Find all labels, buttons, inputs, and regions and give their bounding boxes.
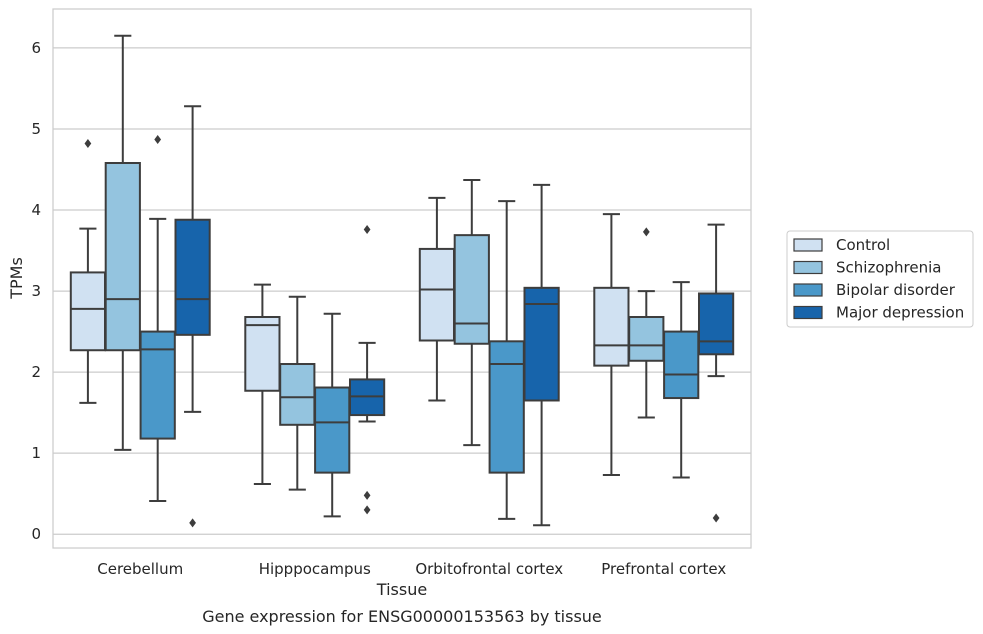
series-schizophrenia [104, 34, 665, 491]
plot-background [53, 9, 751, 548]
legend-label: Bipolar disorder [836, 281, 956, 299]
chart-caption: Gene expression for ENSG00000153563 by t… [202, 607, 602, 626]
y-tick-labels: 0 1 2 3 4 5 6 [31, 39, 41, 543]
box [244, 283, 281, 485]
outlier-point [154, 134, 162, 144]
box [488, 200, 525, 520]
plot-frame [52, 8, 752, 549]
box [69, 139, 107, 404]
legend-swatch [793, 238, 823, 252]
box-body [663, 330, 700, 400]
box [593, 213, 630, 477]
box [139, 134, 176, 502]
legend-label: Control [836, 236, 890, 254]
box-body [453, 234, 490, 345]
box [628, 227, 665, 419]
y-tick-label: 1 [31, 444, 41, 462]
box [663, 281, 700, 479]
box-body [593, 286, 630, 367]
box [314, 312, 351, 518]
legend-frame [786, 230, 974, 328]
box-body [69, 271, 107, 352]
legend: Control Schizophrenia Bipolar disorder Majo… [786, 230, 974, 328]
y-tick-label: 3 [31, 282, 41, 300]
box [279, 295, 316, 491]
y-axis-label: TPMs [7, 257, 26, 300]
x-tick-label: Hipppocampus [259, 560, 371, 578]
box [523, 183, 560, 527]
box-series [69, 34, 735, 528]
box [348, 224, 386, 515]
box [418, 196, 456, 402]
box [697, 223, 735, 523]
y-tick-label: 5 [31, 120, 41, 138]
legend-swatch [793, 305, 823, 320]
y-tick-label: 2 [31, 363, 41, 381]
box-body [104, 162, 141, 352]
legend-label: Schizophrenia [836, 259, 941, 277]
box-body [174, 218, 211, 336]
box-body [139, 330, 176, 440]
box-body [628, 316, 665, 362]
outlier-point [642, 227, 650, 237]
box-body [244, 316, 281, 392]
box-body [418, 247, 456, 342]
outlier-point [363, 224, 371, 234]
box [453, 179, 490, 447]
box-body [488, 340, 525, 474]
x-tick-label: Cerebellum [97, 560, 183, 578]
legend-swatch [793, 283, 823, 297]
x-tick-labels: Cerebellum Hipppocampus Orbitofrontal cort… [97, 560, 726, 578]
box-body [279, 363, 316, 426]
y-tick-label: 0 [31, 525, 41, 543]
outlier-point [189, 518, 196, 528]
box [104, 34, 141, 451]
box [174, 105, 211, 528]
outlier-point [84, 139, 92, 149]
legend-swatch [793, 260, 823, 275]
box-body [314, 386, 351, 474]
x-tick-label: Prefrontal cortex [601, 560, 726, 578]
outlier-point [712, 513, 720, 523]
series-major-depression [174, 105, 735, 528]
x-tick-label: Orbitofrontal cortex [415, 560, 563, 578]
series-bipolar-disorder [139, 134, 700, 520]
y-tick-label: 4 [31, 201, 41, 219]
legend-label: Major depression [836, 304, 964, 322]
y-tick-label: 6 [31, 39, 41, 57]
box-body [523, 286, 560, 402]
series-control [69, 139, 630, 485]
outlier-point [363, 505, 371, 515]
box-body [697, 292, 735, 356]
outlier-point [363, 490, 371, 500]
x-axis-label: Tissue [376, 580, 427, 599]
